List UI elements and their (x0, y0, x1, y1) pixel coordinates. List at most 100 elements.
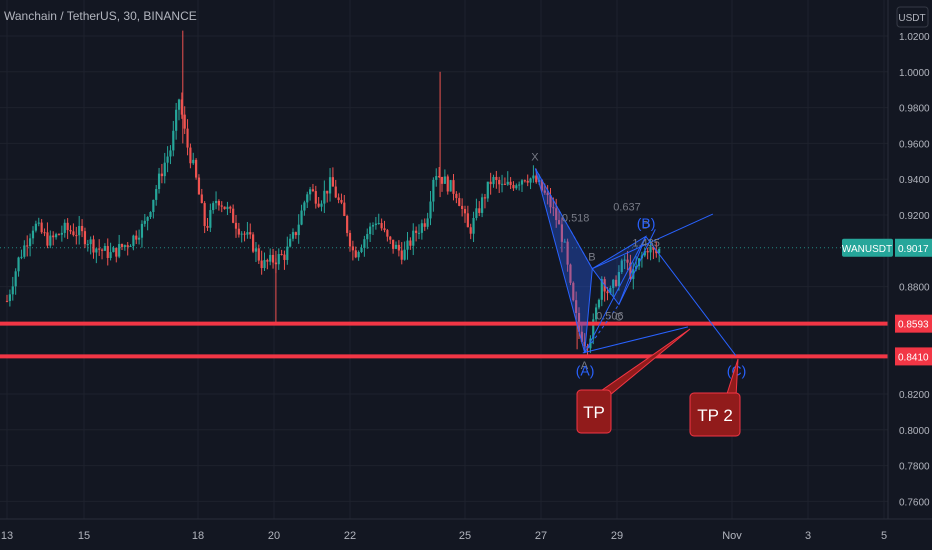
candle-body (72, 231, 75, 236)
currency-badge[interactable] (896, 6, 929, 28)
candle-body (243, 233, 246, 235)
candle-body (403, 249, 406, 260)
candle-body (481, 197, 484, 213)
candle-body (66, 222, 69, 231)
tp2-callout-label: TP 2 (697, 406, 733, 425)
candle-body (314, 191, 317, 204)
y-tick-label: 0.9400 (899, 175, 930, 186)
candle-body (92, 239, 95, 253)
candle-body (440, 176, 444, 184)
candle-body (420, 223, 423, 233)
candle-body (452, 180, 455, 194)
candle-body (80, 225, 84, 232)
candle-body (17, 257, 20, 272)
candle-body (426, 218, 429, 227)
candle-body (589, 338, 592, 349)
candle-body (620, 260, 623, 273)
candle-body (386, 230, 389, 237)
candle-body (192, 159, 195, 164)
candle-body (649, 246, 652, 253)
y-tick-label: 0.8000 (899, 426, 930, 437)
candle-body (623, 259, 626, 261)
candle-body (43, 232, 46, 234)
currency-label: USDT (898, 13, 925, 24)
y-tick-label: 1.0200 (899, 32, 930, 43)
candle-body (297, 224, 300, 236)
wave-label: (B) (637, 215, 656, 231)
candle-body (458, 198, 461, 206)
candle-body (626, 259, 629, 263)
candle-body (412, 230, 415, 246)
candle-body (214, 200, 218, 204)
candle-body (271, 254, 275, 263)
candle-body (203, 203, 206, 226)
candle-body (286, 246, 289, 260)
candle-body (409, 240, 412, 246)
xab-triangle (534, 168, 593, 353)
candle-body (54, 234, 58, 238)
candle-body (20, 256, 23, 258)
candle-body (186, 128, 189, 148)
candle-body (34, 223, 37, 231)
candle-body (606, 291, 609, 294)
candle-body (197, 177, 201, 195)
xb-ratio-line (534, 168, 593, 269)
candle-body (263, 260, 266, 269)
candle-body (280, 254, 283, 256)
candle-body (380, 223, 383, 229)
candle-body (629, 262, 632, 279)
candle-body (449, 180, 452, 192)
candle-body (383, 228, 386, 231)
candle-body (503, 183, 506, 185)
candle-body (220, 205, 223, 207)
y-tick-label: 0.7600 (899, 497, 930, 508)
candle-body (226, 206, 229, 210)
candle-body (334, 186, 337, 198)
chart-title: Wanchain / TetherUS, 30, BINANCE (4, 9, 197, 23)
candle-body (435, 176, 438, 180)
wave-line (584, 236, 647, 354)
candle-body (309, 189, 312, 195)
candle-body (246, 232, 249, 235)
channel-lower (582, 326, 689, 354)
candle-body (109, 252, 112, 258)
candle-body (563, 241, 566, 243)
candle-body (78, 225, 81, 236)
candle-body (569, 264, 572, 283)
candle-body (346, 215, 349, 233)
candle-body (132, 235, 135, 246)
candle-body (311, 189, 315, 192)
candle-body (486, 181, 489, 199)
candle-body (446, 176, 449, 192)
candle-body (463, 209, 467, 214)
candle-body (371, 225, 375, 227)
candle-body (303, 202, 306, 211)
y-tick-label: 0.7800 (899, 462, 930, 473)
pattern-ratio-label: 0.637 (613, 202, 641, 214)
candle-body (291, 232, 295, 239)
tp2-callout-box[interactable] (689, 392, 741, 437)
candle-body (535, 175, 538, 183)
candle-body (129, 245, 132, 247)
x-tick-label: 3 (805, 530, 811, 542)
candle-body (592, 319, 595, 339)
candle-body (583, 341, 586, 346)
candle-body (357, 252, 360, 258)
candle-body (366, 234, 369, 240)
candle-body (612, 279, 615, 288)
current-symbol-label: WANUSDT (842, 244, 892, 255)
x-tick-label: 29 (611, 530, 623, 542)
candle-body (29, 238, 32, 247)
candle-body (106, 246, 109, 258)
candle-body (575, 300, 578, 313)
candle-body (31, 230, 35, 239)
candle-body (283, 254, 286, 260)
candle-body (415, 230, 418, 233)
tp-callout-box[interactable] (576, 389, 612, 434)
candle-body (135, 235, 138, 240)
candle-body (63, 222, 66, 233)
candle-body (546, 192, 549, 196)
tp-callout-pointer (593, 328, 691, 396)
candle-body (138, 237, 141, 240)
